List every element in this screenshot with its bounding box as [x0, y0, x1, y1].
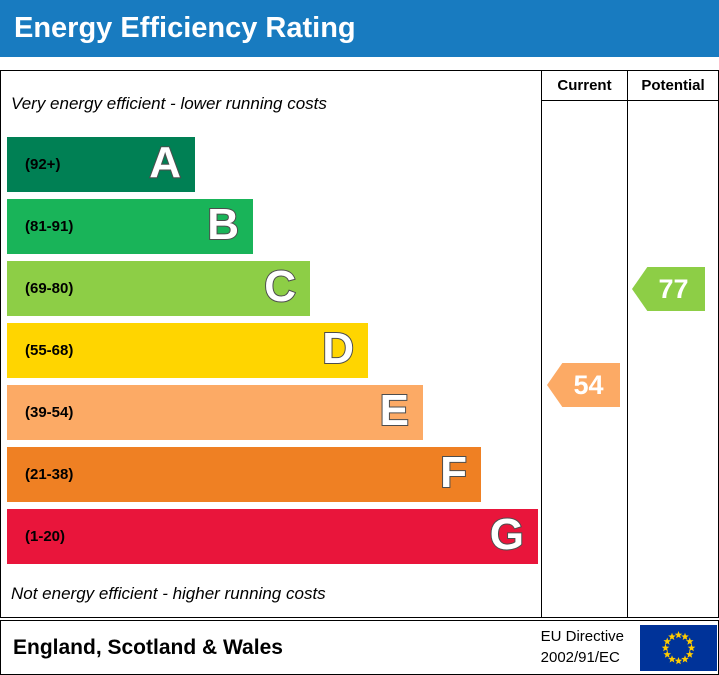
potential-column-header: Potential [628, 71, 718, 101]
top-note-text: Very energy efficient - lower running co… [11, 94, 327, 113]
band-row-b: (81-91) B [7, 199, 541, 254]
eu-directive-label: EU Directive 2002/91/EC [541, 627, 624, 668]
bottom-note-text: Not energy efficient - higher running co… [11, 584, 326, 603]
band-letter-c: C [263, 261, 297, 311]
band-range-c: (69-80) [25, 280, 74, 297]
title-bar: Energy Efficiency Rating [0, 0, 719, 57]
potential-rating-value: 77 [658, 273, 689, 304]
region-label: England, Scotland & Wales [13, 635, 283, 659]
band-letter-d: D [321, 323, 355, 373]
band-row-g: (1-20) G [7, 509, 541, 564]
eu-directive-line1: EU Directive [540, 628, 624, 646]
eu-flag-icon [640, 624, 717, 671]
page-title: Energy Efficiency Rating [14, 12, 356, 44]
rating-chart-box: Very energy efficient - lower running co… [0, 70, 719, 618]
band-range-d: (55-68) [25, 342, 74, 359]
bottom-note: Not energy efficient - higher running co… [1, 571, 541, 617]
band-bar-a: (92+) A [7, 137, 195, 192]
band-row-e: (39-54) E [7, 385, 541, 440]
potential-column: Potential 77 [627, 71, 718, 617]
bands-column: Very energy efficient - lower running co… [1, 71, 541, 617]
band-letter-g: G [489, 509, 525, 559]
band-bar-g: (1-20) G [7, 509, 538, 564]
band-bar-b: (81-91) B [7, 199, 253, 254]
current-column-header: Current [542, 71, 627, 101]
eu-directive-line2: 2002/91/EC [540, 648, 620, 666]
band-bar-d: (55-68) D [7, 323, 368, 378]
band-row-c: (69-80) C [7, 261, 541, 316]
band-letter-e: E [379, 385, 410, 435]
band-letter-f: F [439, 447, 468, 497]
band-row-a: (92+) A [7, 137, 541, 192]
current-rating-arrow: 54 [547, 363, 620, 407]
current-header-label: Current [557, 77, 612, 94]
potential-header-label: Potential [641, 77, 705, 94]
band-row-d: (55-68) D [7, 323, 541, 378]
band-range-a: (92+) [25, 156, 61, 173]
band-bar-e: (39-54) E [7, 385, 423, 440]
band-range-e: (39-54) [25, 404, 74, 421]
band-row-f: (21-38) F [7, 447, 541, 502]
band-letter-b: B [206, 199, 240, 249]
current-column: Current 54 [541, 71, 627, 617]
footer-bar: England, Scotland & Wales EU Directive 2… [0, 620, 719, 675]
current-rating-value: 54 [573, 369, 604, 400]
band-range-f: (21-38) [25, 466, 74, 483]
band-bar-f: (21-38) F [7, 447, 481, 502]
band-range-b: (81-91) [25, 218, 74, 235]
band-letter-a: A [148, 137, 182, 187]
top-note: Very energy efficient - lower running co… [1, 71, 541, 137]
potential-rating-arrow: 77 [632, 267, 705, 311]
band-range-g: (1-20) [25, 528, 66, 545]
band-bar-c: (69-80) C [7, 261, 310, 316]
